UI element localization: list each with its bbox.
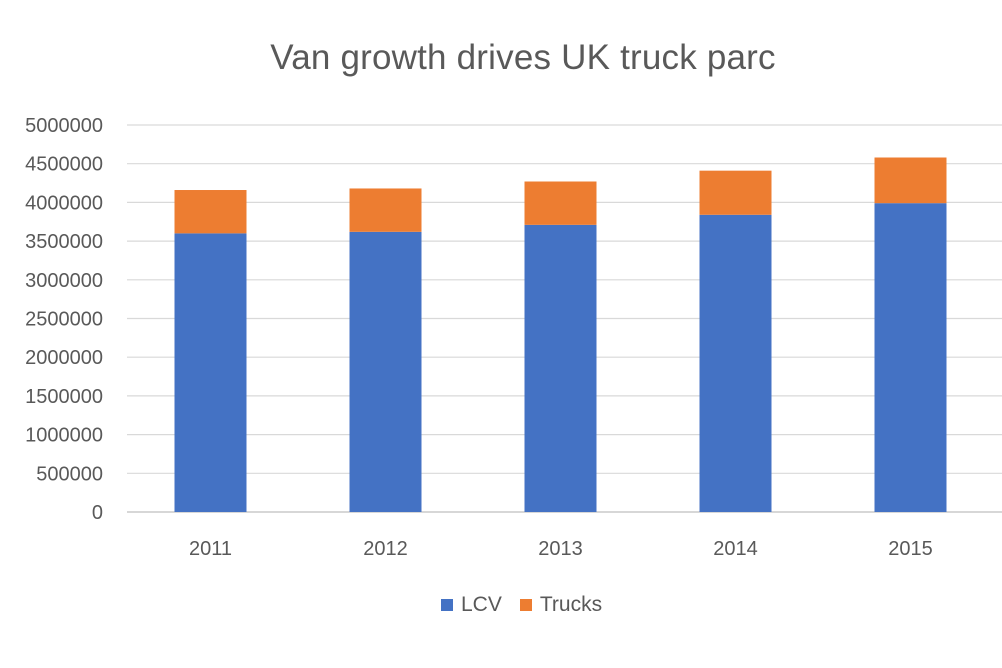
y-tick-label: 4500000 — [25, 154, 103, 176]
bar-lcv-2013 — [524, 224, 597, 512]
x-tick-label: 2014 — [713, 538, 758, 560]
x-tick-label: 2015 — [888, 538, 933, 560]
x-tick-label: 2012 — [363, 538, 408, 560]
bar-trucks-2013 — [524, 181, 597, 225]
legend-swatch-trucks — [519, 599, 532, 611]
chart-title: Van growth drives UK truck parc — [270, 38, 776, 77]
y-tick-label: 3500000 — [25, 231, 103, 253]
bar-trucks-2011 — [174, 190, 247, 234]
x-tick-label: 2013 — [538, 538, 583, 560]
y-tick-label: 0 — [92, 502, 103, 524]
x-tick-label: 2011 — [189, 538, 232, 560]
bar-lcv-2014 — [699, 214, 772, 512]
legend-item-trucks: Trucks — [519, 593, 603, 617]
bar-trucks-2012 — [349, 188, 422, 232]
y-tick-label: 2500000 — [25, 309, 103, 331]
bar-lcv-2011 — [174, 233, 247, 513]
bar-trucks-2014 — [699, 170, 772, 215]
bar-lcv-2012 — [349, 231, 422, 512]
legend-item-lcv: LCV — [441, 593, 502, 617]
y-tick-label: 5000000 — [25, 115, 103, 137]
bar-trucks-2015 — [874, 157, 947, 204]
y-tick-label: 1000000 — [25, 425, 103, 447]
chart-legend: LCV Trucks — [441, 593, 620, 617]
legend-label-lcv: LCV — [461, 593, 502, 616]
legend-label-trucks: Trucks — [539, 593, 603, 616]
y-tick-label: 2000000 — [25, 347, 103, 369]
legend-swatch-lcv — [441, 599, 453, 611]
bar-lcv-2015 — [874, 203, 947, 512]
y-tick-label: 4000000 — [25, 192, 103, 214]
y-tick-label: 1500000 — [25, 386, 103, 408]
y-tick-label: 500000 — [36, 463, 103, 485]
y-tick-label: 3000000 — [25, 270, 103, 292]
